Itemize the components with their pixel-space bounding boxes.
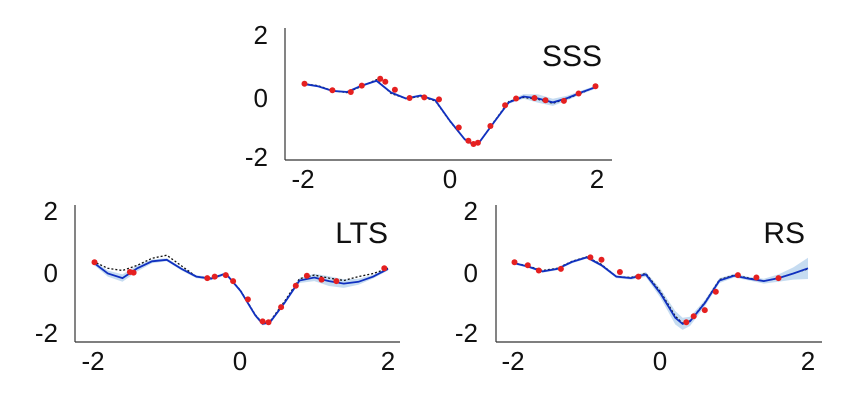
data-point (391, 86, 398, 93)
data-point (301, 80, 308, 87)
x-tick-label-right: 2 (801, 346, 815, 376)
data-point (587, 254, 594, 261)
panel-lts: LTS 2 0 -2 -2 0 2 (35, 196, 400, 376)
panel-sss: SSS 2 0 -2 -2 0 2 (245, 20, 612, 194)
confidence-band (303, 79, 597, 146)
data-point (381, 265, 388, 272)
data-point (303, 272, 310, 279)
data-point (91, 259, 98, 266)
y-tick-label-mid: 0 (44, 258, 58, 288)
data-point (211, 273, 218, 280)
data-point (598, 256, 605, 263)
data-point (278, 304, 285, 311)
y-tick-label-top: 2 (254, 20, 268, 50)
data-point (502, 102, 509, 109)
data-point (358, 82, 365, 89)
data-point (204, 275, 211, 282)
data-point (347, 89, 354, 95)
data-point (487, 123, 494, 129)
true-function-line (302, 78, 598, 145)
data-point (259, 318, 266, 325)
data-point (406, 95, 413, 101)
observation-points (511, 254, 782, 326)
data-point (690, 313, 697, 320)
x-tick-label-left: -2 (291, 164, 314, 194)
y-tick-label-mid: 0 (254, 83, 268, 113)
panel-rs: RS 2 0 -2 -2 0 2 (455, 196, 822, 376)
data-point (265, 319, 272, 326)
data-point (753, 274, 760, 281)
data-point (592, 83, 599, 90)
data-point (222, 272, 229, 279)
panel-title: SSS (542, 40, 602, 73)
x-tick-label-mid: 0 (233, 346, 247, 376)
x-tick-label-right: 2 (590, 164, 604, 194)
data-point (701, 307, 708, 314)
confidence-band-layer (303, 79, 597, 146)
data-point (230, 278, 237, 285)
data-point (683, 319, 690, 326)
data-point (542, 97, 549, 104)
data-point (436, 96, 442, 103)
y-tick-label-bottom: -2 (245, 142, 268, 172)
x-tick-label-right: 2 (381, 346, 395, 376)
data-point (455, 124, 462, 131)
x-tick-label-left: -2 (501, 346, 524, 376)
data-point (421, 94, 428, 101)
data-point (712, 288, 719, 295)
data-point (616, 269, 623, 275)
panel-title: RS (763, 217, 805, 250)
line-layer (302, 78, 598, 145)
data-point (560, 97, 567, 104)
panel-title: LTS (335, 217, 388, 250)
data-point (318, 276, 325, 283)
data-point (635, 273, 642, 280)
data-point (575, 90, 582, 97)
data-point (531, 95, 538, 101)
data-point (329, 87, 336, 94)
y-tick-label-mid: 0 (464, 258, 478, 288)
y-tick-label-top: 2 (44, 196, 58, 226)
x-tick-label-left: -2 (81, 346, 104, 376)
y-tick-label-top: 2 (464, 196, 478, 226)
data-point (474, 139, 481, 146)
data-point (292, 282, 299, 289)
y-tick-label-bottom: -2 (35, 318, 58, 348)
data-point (130, 269, 137, 276)
data-point (333, 278, 340, 285)
data-point (377, 75, 384, 82)
observation-points (301, 75, 599, 147)
observation-points (91, 259, 388, 326)
data-point (734, 272, 741, 279)
data-point (382, 78, 389, 85)
data-point (513, 95, 520, 102)
data-point (524, 262, 531, 269)
data-point (244, 296, 251, 303)
data-point (775, 275, 782, 282)
data-point (535, 267, 542, 274)
estimate-line (302, 79, 598, 145)
x-tick-label-mid: 0 (653, 346, 667, 376)
data-point (465, 137, 472, 144)
data-point (511, 259, 518, 266)
y-tick-label-bottom: -2 (455, 318, 478, 348)
data-point (557, 265, 564, 272)
x-tick-label-mid: 0 (443, 164, 457, 194)
